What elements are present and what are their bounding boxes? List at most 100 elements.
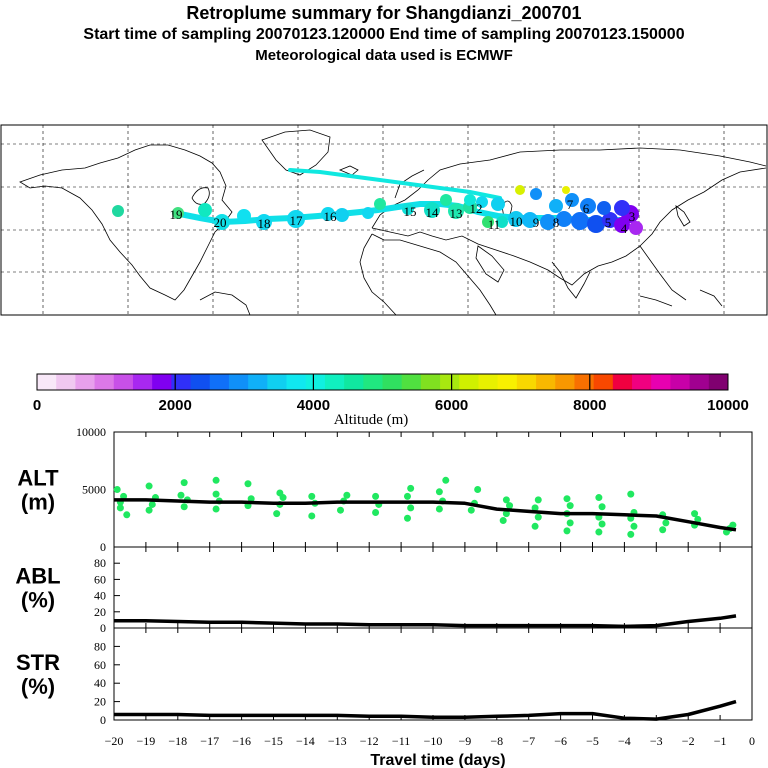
x-tick-label: −12 xyxy=(360,734,379,748)
colorbar-swatch xyxy=(708,374,729,390)
altitude-point xyxy=(598,503,606,511)
plume-day-label: 5 xyxy=(605,215,612,230)
altitude-point xyxy=(403,514,411,522)
plume-day-label: 17 xyxy=(290,213,304,228)
x-tick-label: −11 xyxy=(392,734,410,748)
altitude-point xyxy=(336,506,344,514)
y-axis-label-name: ALT xyxy=(17,466,59,491)
y-tick-label: 80 xyxy=(94,556,106,570)
plume-dot xyxy=(491,197,505,211)
colorbar-axis-label: Altitude (m) xyxy=(334,412,409,428)
altitude-point xyxy=(407,484,415,492)
x-tick-label: −6 xyxy=(554,734,567,748)
altitude-point xyxy=(659,526,667,534)
x-tick-label: −17 xyxy=(200,734,219,748)
altitude-point xyxy=(177,491,185,499)
altitude-point xyxy=(563,527,571,535)
colorbar-swatch xyxy=(670,374,691,390)
panel-frame xyxy=(113,431,753,548)
colorbar-swatch xyxy=(363,374,383,390)
y-tick-label: 80 xyxy=(94,639,106,653)
plume-day-label: 7 xyxy=(567,197,574,212)
plume-dot xyxy=(374,198,386,210)
altitude-point xyxy=(276,489,284,497)
x-axis-label: Travel time (days) xyxy=(370,752,505,768)
colorbar-swatch xyxy=(152,374,172,390)
y-tick-label: 40 xyxy=(94,676,106,690)
y-tick-label: 10000 xyxy=(76,425,106,439)
plume-day-label: 11 xyxy=(488,217,501,232)
altitude-point xyxy=(534,513,542,521)
colorbar-swatch xyxy=(689,374,710,390)
plume-dot xyxy=(287,210,305,228)
plume-day-label: 19 xyxy=(170,207,183,222)
altitude-point xyxy=(467,506,475,514)
map-gridlines xyxy=(1,125,767,315)
coastlines xyxy=(19,129,767,316)
y-axis-label-unit: (%) xyxy=(21,588,55,613)
plume-day-label: 14 xyxy=(426,205,440,220)
colorbar-swatch xyxy=(555,374,575,390)
x-tick-label: −4 xyxy=(618,734,631,748)
y-axis-label-name: ABL xyxy=(15,564,60,589)
series-line xyxy=(114,498,737,532)
colorbar-swatch xyxy=(536,374,556,390)
altitude-point xyxy=(247,495,255,503)
altitude-point xyxy=(116,504,124,512)
y-tick-label: 60 xyxy=(94,658,106,672)
altitude-point xyxy=(308,512,316,520)
plume-dot xyxy=(562,186,570,194)
altitude-point xyxy=(407,504,415,512)
colorbar-swatch xyxy=(305,374,326,390)
plume-dot xyxy=(602,212,618,228)
x-tick-label: −2 xyxy=(682,734,695,748)
y-tick-label: 20 xyxy=(94,695,106,709)
plume-dot xyxy=(597,201,611,215)
colorbar-swatch xyxy=(94,374,115,390)
x-tick-label: 0 xyxy=(749,734,755,748)
altitude-point xyxy=(180,503,188,511)
y-axis-label-unit: (%) xyxy=(21,674,55,699)
plume-dot xyxy=(508,211,524,227)
x-tick-label: −8 xyxy=(490,734,503,748)
altitude-point xyxy=(145,482,153,490)
x-tick-label: −16 xyxy=(232,734,251,748)
y-tick-label: 0 xyxy=(100,540,106,554)
colorbar-swatch xyxy=(113,374,134,390)
altitude-point xyxy=(531,504,539,512)
plume-dot xyxy=(112,205,124,217)
plume-dot xyxy=(522,212,538,228)
altitude-point xyxy=(627,530,635,538)
altitude-point xyxy=(662,519,670,527)
y-axis-label-unit: (m) xyxy=(21,490,55,515)
altitude-point xyxy=(595,494,603,502)
altitude-point xyxy=(212,505,220,513)
plume-day-label: 20 xyxy=(214,215,227,230)
plume-dot xyxy=(214,214,230,230)
colorbar-swatch xyxy=(612,374,633,390)
x-tick-label: −19 xyxy=(137,734,156,748)
altitude-point xyxy=(474,486,482,493)
plume-dot xyxy=(321,207,335,221)
plume-dot xyxy=(172,207,184,219)
plume-day-label: 4 xyxy=(621,221,628,236)
colorbar-swatch xyxy=(478,374,499,390)
altitude-point xyxy=(244,480,252,488)
colorbar-swatch xyxy=(344,374,364,390)
plume-day-label: 8 xyxy=(553,215,560,230)
colorbar-swatch xyxy=(440,374,460,390)
altitude-point xyxy=(595,528,603,536)
altitude-point xyxy=(145,506,153,514)
altitude-point xyxy=(113,486,121,493)
altitude-point xyxy=(212,490,220,498)
plume-dot xyxy=(580,198,596,214)
altitude-colorbar: 0 2000 4000 6000 8000 10000 Altitude (m) xyxy=(33,373,749,428)
altitude-point xyxy=(531,522,539,530)
altitude-point xyxy=(180,479,188,487)
plume-dot xyxy=(614,200,630,216)
panel-alt: 10000 5000 0 ALT(m) xyxy=(17,425,753,554)
plume-dot xyxy=(440,194,452,206)
x-tick-label: −1 xyxy=(714,734,727,748)
